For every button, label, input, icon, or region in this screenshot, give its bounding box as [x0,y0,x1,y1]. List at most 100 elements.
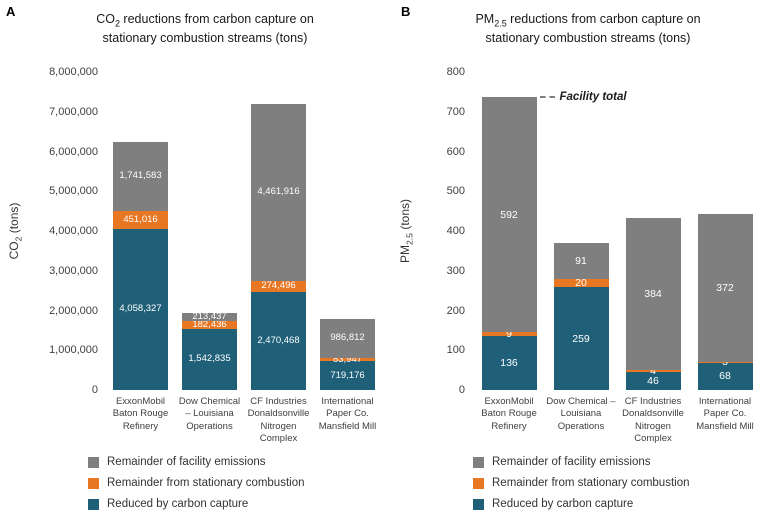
legend-item: Remainder from stationary combustion [473,477,690,489]
bar-segment-value: 136 [500,356,518,369]
bar-segment-blue: 68 [697,362,753,390]
bar-segment-value: 274,496 [261,280,296,292]
y-tick-label: 800 [446,66,465,78]
stacked-bar: 2,470,468 274,496 4,461,916 [251,72,306,390]
y-tick-label: 100 [446,344,465,357]
bar-segment-value: 372 [716,281,734,294]
facility-total-annotation: Facility total [539,89,627,105]
bar-segment-value: 68 [719,370,731,383]
chart-title: PM2.5 reductions from carbon capture on s… [417,11,759,47]
panel-pm25-chart: B PM2.5 reductions from carbon capture o… [389,4,765,523]
bar-segment-value: 592 [500,208,518,221]
x-category-label: CF Industries Donaldsonville Nitrogen Co… [622,396,684,445]
chart-title-line: PM2.5 reductions from carbon capture on [475,12,701,29]
bar-segment-value: 986,812 [330,332,365,344]
legend-item: Remainder from stationary combustion [88,477,305,489]
y-tick-label: 0 [91,384,98,396]
x-category-label: ExxonMobil Baton Rouge Refinery [112,396,169,432]
y-tick-label: 700 [446,105,465,118]
dashed-leader-line [539,96,555,99]
bar-segment-blue: 46 [625,371,681,390]
stacked-bar: 136 9 592 [481,72,537,390]
bar-segment-value: 259 [572,332,590,345]
bar-segment-orange: 3 [697,357,753,368]
legend-label: Remainder from stationary combustion [107,477,305,489]
y-tick-label: 4,000,000 [49,225,98,237]
bar-segment-value: 2,470,468 [257,334,300,346]
y-tick-label: 500 [446,185,465,198]
x-category-label: ExxonMobil Baton Rouge Refinery [481,396,537,432]
bar-segment-orange: 4 [625,366,681,376]
bar-segment-blue: 259 [553,287,609,390]
bar-segment-orange: 274,496 [251,281,306,292]
y-tick-label: 0 [458,384,465,396]
y-tick-label: 400 [446,225,465,237]
bar-segment-value: 4,058,327 [119,303,162,315]
y-tick-label: 8,000,000 [49,66,98,78]
panel-co2-chart: A CO2 reductions from carbon capture on s… [4,4,384,523]
legend-swatch-blue [88,498,99,510]
chart-title-line: stationary combustion streams (tons) [485,30,691,45]
panel-letter: B [401,4,411,19]
bar-segment-value: 182,436 [192,319,227,331]
stacked-bar: 4,058,327 451,016 1,741,583 [113,72,168,390]
legend-label: Remainder of facility emissions [492,456,651,468]
panel-letter: A [6,4,16,19]
bar-segment-value: 4,461,916 [257,186,300,198]
annotation-text: Facility total [559,91,627,104]
bar-segment-blue: 1,542,835 [182,328,237,390]
bar-segment-blue: 136 [481,335,537,390]
y-tick-label: 300 [446,264,465,277]
y-tick-label: 6,000,000 [49,145,98,158]
y-axis-ticks: 0 1,000,000 2,000,000 3,000,000 4,000,000 5,0… [4,4,98,523]
bar-segment-gray: 592 [481,97,537,333]
y-tick-label: 3,000,000 [49,264,98,277]
legend-label: Remainder of facility emissions [107,456,266,468]
stacked-bar: 719,176 83,947 986,812 [320,72,375,390]
bar-segment-value: 9 [506,328,512,341]
x-category-label: Dow Chemical – Louisiana Operations [546,396,616,432]
legend-label: Reduced by carbon capture [107,498,249,510]
bar-segment-blue: 2,470,468 [251,291,306,390]
y-tick-label: 1,000,000 [49,344,98,357]
legend-item: Reduced by carbon capture [473,498,690,510]
bar-segment-gray: 384 [625,217,681,371]
bar-segment-value: 719,176 [330,369,365,381]
bar-segment-gray: 91 [553,242,609,280]
bar-segment-value: 384 [644,287,662,300]
bar-segment-gray: 1,741,583 [113,141,168,211]
bar-segment-value: 1,741,583 [119,170,162,182]
chart-title: CO2 reductions from carbon capture on sta… [32,11,378,47]
chart-title-line: CO2 reductions from carbon capture on [96,12,314,29]
bar-segment-value: 91 [575,255,587,268]
bar-segment-value: 83,947 [332,353,363,365]
x-category-label: Dow Chemical – Louisiana Operations [178,396,241,432]
bar-segment-orange: 9 [481,329,537,339]
bar-segment-orange: 182,436 [182,320,237,330]
x-category-label: International Paper Co. Mansfield Mill [696,396,754,432]
y-tick-label: 7,000,000 [49,105,98,118]
legend-label: Remainder from stationary combustion [492,477,690,489]
bar-segment-blue: 4,058,327 [113,228,168,390]
stacked-bar: 1,542,835 182,436 213,437 [182,72,237,390]
legend-label: Reduced by carbon capture [492,498,634,510]
bar-segment-value: 3 [722,356,728,369]
legend: Remainder of facility emissions Remainde… [473,456,690,519]
bar-segment-orange: 83,947 [320,354,375,364]
legend-item: Remainder of facility emissions [88,456,305,468]
bar-segment-value: 1,542,835 [188,353,231,365]
legend-item: Remainder of facility emissions [473,456,690,468]
chart-title-line: stationary combustion streams (tons) [102,30,308,45]
bar-segment-value: 213,437 [192,311,227,323]
bar-segment-value: 20 [575,277,587,290]
legend-swatch-gray [88,456,99,468]
bar-segment-gray: 986,812 [320,318,375,359]
bar-segment-value: 451,016 [123,213,158,225]
stacked-bar: 46 4 384 [625,72,681,390]
y-tick-label: 5,000,000 [49,185,98,198]
bar-segment-gray: 4,461,916 [251,103,306,281]
bar-segment-gray: 372 [697,213,753,362]
x-category-label: CF Industries Donaldsonville Nitrogen Co… [247,396,310,445]
legend-swatch-orange [473,477,484,489]
